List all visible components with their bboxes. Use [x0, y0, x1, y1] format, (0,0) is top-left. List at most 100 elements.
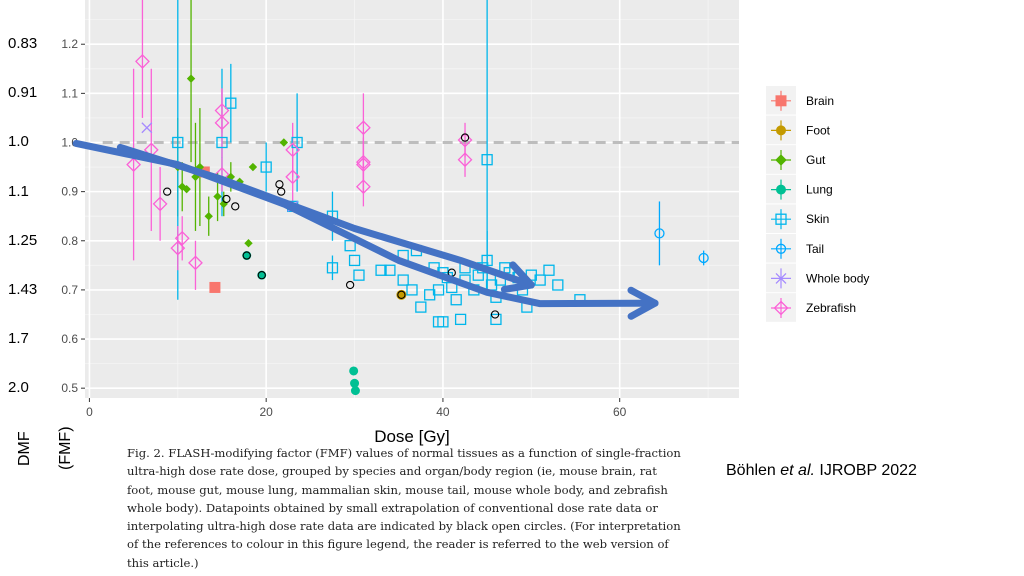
extrapolated-open-circle [277, 187, 286, 196]
tail-point [654, 228, 665, 239]
trend-arrow-line [116, 143, 535, 289]
zebrafish-point [188, 255, 203, 271]
extrapolated-open-circle [163, 187, 172, 196]
axis-ticks: 0.50.60.70.80.91.01.11.20 20 40 60 [61, 37, 626, 419]
skin-point [348, 254, 361, 267]
gut-point [213, 192, 222, 201]
zebrafish-point [170, 240, 186, 256]
foot-legend-marker [776, 125, 786, 136]
extrapolated-open-circle [397, 290, 406, 299]
zebrafish-point [214, 115, 230, 131]
gut-point [248, 162, 258, 172]
dmf-label: 2.0 [8, 379, 29, 397]
dmf-label: 1.1 [8, 182, 29, 200]
brain-legend-marker [775, 95, 787, 107]
lung-point [349, 366, 359, 376]
legend-label-skin: Skin [806, 212, 829, 226]
gut-point [279, 138, 289, 147]
gut-point [244, 239, 253, 248]
extrapolated-open-circle [242, 251, 251, 260]
skin-point [384, 264, 396, 276]
citation-etal: et al. [780, 462, 815, 479]
skin-point [490, 313, 502, 326]
gut-point [186, 74, 196, 83]
zebrafish-point [126, 157, 142, 173]
tail-point [698, 252, 709, 264]
dmf-label: 1.25 [8, 231, 38, 249]
gut-legend-marker [775, 154, 787, 166]
skin-point [432, 284, 445, 296]
skin-point [172, 136, 184, 149]
y-tick-label: 1.2 [61, 37, 78, 51]
skin-point [432, 316, 445, 328]
skin-point [406, 284, 418, 296]
whole-body-legend-marker [775, 272, 787, 284]
dmf-label: 1.43 [8, 280, 38, 298]
skin-point [552, 279, 564, 291]
figure-caption: Fig. 2. FLASH-modifying factor (FMF) val… [127, 446, 681, 570]
foot-point [396, 289, 407, 300]
dmf-label: 1.0 [8, 133, 29, 151]
extrapolated-open-circle [275, 180, 284, 189]
skin-point [397, 274, 409, 286]
extrapolated-open-circle [222, 194, 231, 204]
y-tick-label: 0.8 [61, 234, 78, 248]
plot-panel [85, 0, 739, 398]
skin-point [375, 264, 387, 276]
gut-point [182, 184, 191, 194]
zebrafish-point [285, 142, 301, 158]
skin-point [344, 240, 356, 252]
skin-point [326, 262, 339, 274]
skin-point [481, 254, 493, 267]
trend-arrows [72, 139, 659, 320]
skin-point [543, 264, 555, 276]
extrapolated-open-circle [231, 202, 240, 211]
legend-label-foot: Foot [806, 123, 831, 137]
zebrafish-point [285, 169, 301, 185]
whole-body-point [141, 122, 153, 134]
citation-journal: IJROBP 2022 [814, 462, 917, 479]
zebrafish-point [457, 152, 473, 168]
zebrafish-point [135, 54, 150, 69]
extrapolated-open-circle [257, 271, 266, 280]
dmf-label: 0.91 [8, 84, 38, 102]
x-axis-title: Dose [Gy] [374, 427, 450, 446]
zebrafish-point [355, 120, 371, 136]
y-tick-label: 0.6 [61, 332, 78, 346]
lung-point [350, 378, 360, 388]
dmf-label: 1.7 [8, 330, 29, 348]
legend-label-brain: Brain [806, 94, 834, 108]
skin-point [450, 294, 462, 306]
x-tick-label: 60 [613, 405, 627, 419]
zebrafish-point [355, 154, 371, 170]
x-tick-label: 0 [86, 405, 93, 419]
lung-legend-marker [776, 184, 786, 195]
skin-point [216, 136, 228, 149]
trend-arrow-head [627, 286, 659, 320]
gut-point [204, 211, 213, 221]
dmf-axis-title: DMF [16, 431, 33, 466]
legend-label-lung: Lung [806, 183, 833, 197]
extrapolated-open-circle [490, 310, 500, 319]
error-bars [132, 0, 705, 300]
legend-label-whole-body: Whole body [806, 271, 869, 285]
skin-point [534, 274, 546, 286]
skin-point [225, 97, 237, 109]
dmf-label: 0.83 [8, 35, 38, 53]
y-tick-label: 1.1 [61, 86, 78, 100]
zebrafish-point [355, 157, 371, 173]
lung-point [350, 386, 360, 396]
extrapolated-open-circle [460, 133, 470, 142]
data-points [126, 54, 709, 396]
citation: Böhlen et al. IJROBP 2022 [726, 462, 917, 480]
skin-point [481, 154, 493, 166]
legend-label-zebrafish: Zebrafish [806, 301, 856, 315]
legend-label-tail: Tail [806, 242, 824, 256]
legend-label-gut: Gut [806, 153, 826, 167]
zebrafish-point [174, 230, 190, 246]
y-tick-label: 0.5 [61, 381, 78, 395]
zebrafish-point [457, 132, 473, 148]
tail-legend-marker [775, 243, 787, 254]
brain-point [209, 281, 221, 293]
